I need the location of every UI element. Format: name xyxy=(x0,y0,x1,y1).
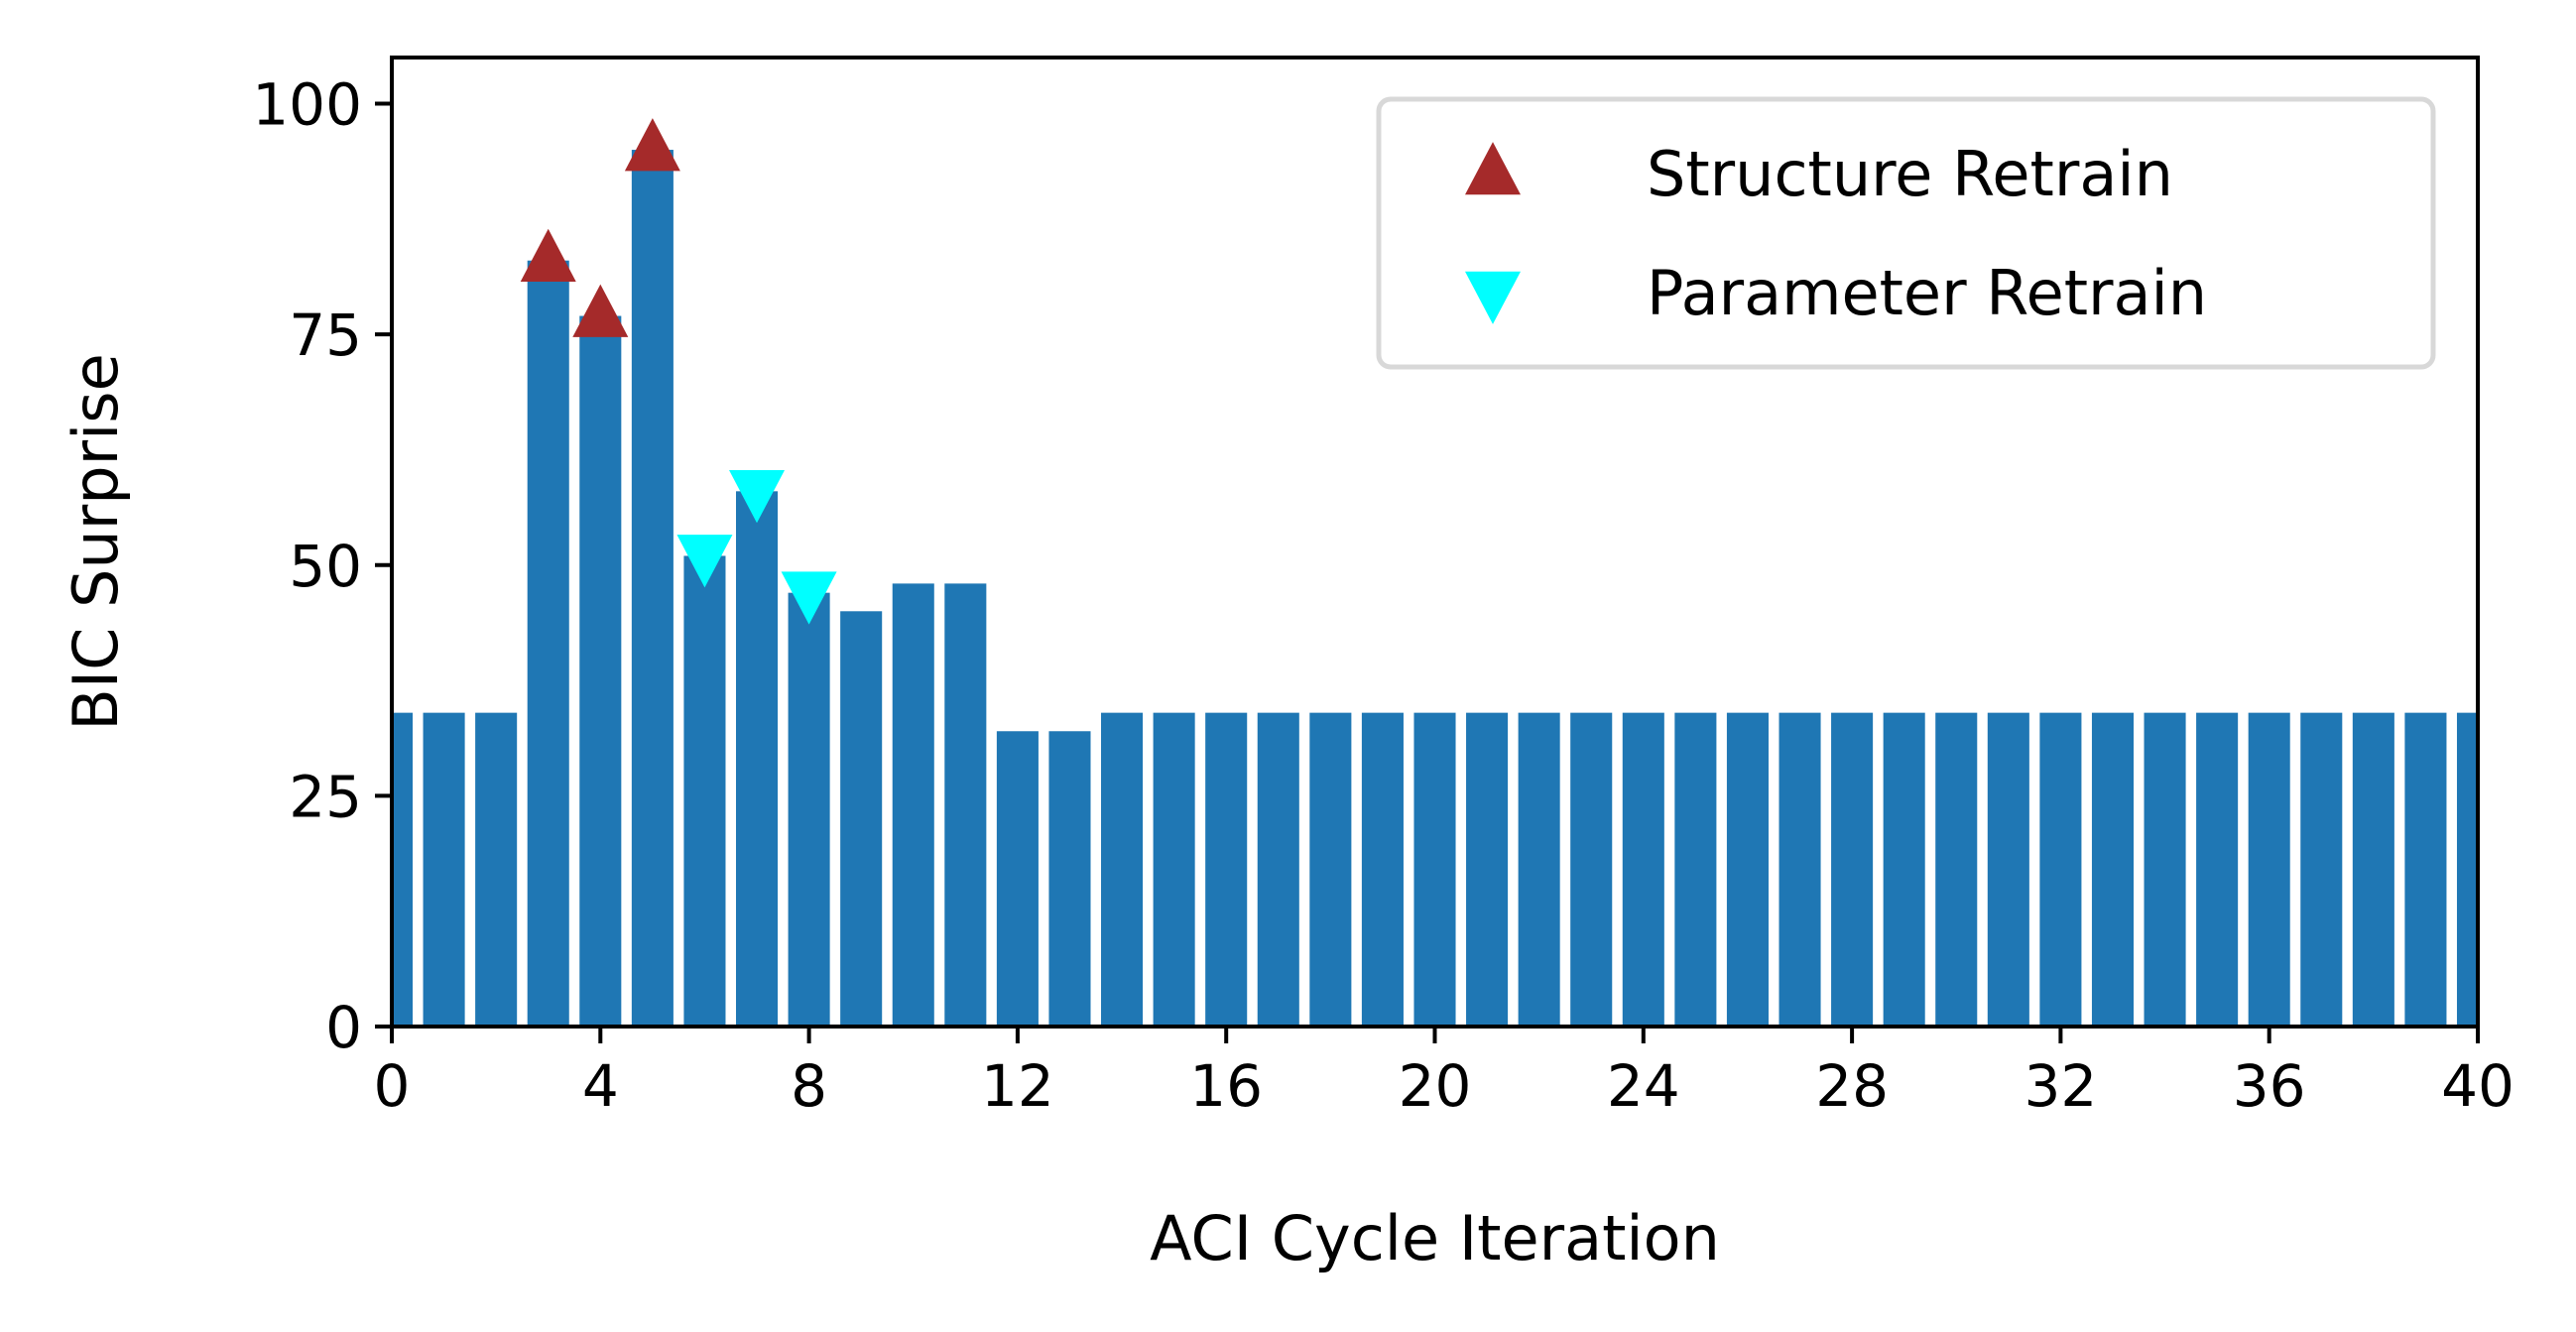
x-axis-title: ACI Cycle Iteration xyxy=(1150,1202,1720,1274)
markers xyxy=(520,118,837,625)
bar-29 xyxy=(1883,712,1925,1027)
bar-9 xyxy=(840,611,883,1027)
bar-12 xyxy=(996,731,1039,1027)
x-tick-label-16: 16 xyxy=(1189,1052,1263,1120)
bar-23 xyxy=(1570,712,1613,1027)
bar-30 xyxy=(1935,712,1978,1027)
legend-marker-parameter xyxy=(1465,271,1521,324)
bar-24 xyxy=(1622,712,1664,1027)
bar-10 xyxy=(892,583,934,1027)
bar-19 xyxy=(1361,712,1404,1027)
x-tick-label-4: 4 xyxy=(582,1052,619,1120)
bar-22 xyxy=(1518,712,1560,1027)
bars xyxy=(392,150,2478,1027)
x-tick-label-36: 36 xyxy=(2233,1052,2306,1120)
bar-40 xyxy=(2456,712,2478,1027)
bar-36 xyxy=(2248,712,2290,1027)
x-tick-label-28: 28 xyxy=(1815,1052,1889,1120)
bar-18 xyxy=(1309,712,1352,1027)
bar-13 xyxy=(1048,731,1091,1027)
bar-32 xyxy=(2039,712,2082,1027)
bar-37 xyxy=(2300,712,2343,1027)
y-tick-label-100: 100 xyxy=(252,71,362,139)
bar-1 xyxy=(423,712,465,1027)
bar-33 xyxy=(2091,712,2135,1027)
x-tick-label-20: 20 xyxy=(1399,1052,1472,1120)
legend-marker-structure xyxy=(1465,142,1521,195)
bar-27 xyxy=(1779,712,1821,1027)
y-tick-label-75: 75 xyxy=(289,302,362,369)
bar-6 xyxy=(683,555,726,1027)
bar-20 xyxy=(1413,712,1456,1027)
parameter-retrain-marker-7 xyxy=(729,470,786,524)
legend-label-structure: Structure Retrain xyxy=(1647,138,2173,210)
parameter-retrain-marker-6 xyxy=(676,535,733,588)
structure-retrain-marker-5 xyxy=(624,118,680,172)
x-axis-ticks: 0 4 8 12 16 20 24 28 32 36 40 xyxy=(374,1027,2515,1120)
bar-3 xyxy=(527,260,569,1027)
y-tick-label-25: 25 xyxy=(289,763,362,830)
bar-14 xyxy=(1101,712,1144,1027)
x-tick-label-24: 24 xyxy=(1607,1052,1680,1120)
bar-2 xyxy=(475,712,518,1027)
bar-15 xyxy=(1153,712,1195,1027)
x-tick-label-12: 12 xyxy=(981,1052,1054,1120)
y-tick-label-50: 50 xyxy=(289,533,362,600)
x-tick-label-40: 40 xyxy=(2441,1052,2515,1120)
bar-39 xyxy=(2404,712,2447,1027)
bar-17 xyxy=(1257,712,1299,1027)
bar-7 xyxy=(735,491,779,1027)
bar-8 xyxy=(788,592,830,1027)
bar-16 xyxy=(1205,712,1248,1027)
bar-25 xyxy=(1674,712,1717,1027)
y-axis-title: BIC Surprise xyxy=(60,353,132,730)
x-tick-label-8: 8 xyxy=(791,1052,827,1120)
bar-5 xyxy=(631,150,674,1027)
legend: Structure Retrain Parameter Retrain xyxy=(1376,96,2436,370)
bar-35 xyxy=(2196,712,2239,1027)
bar-31 xyxy=(1987,712,2029,1027)
bar-26 xyxy=(1726,712,1769,1027)
x-tick-label-0: 0 xyxy=(374,1052,411,1120)
bar-38 xyxy=(2352,712,2394,1027)
x-tick-label-32: 32 xyxy=(2024,1052,2097,1120)
structure-retrain-marker-3 xyxy=(520,228,576,282)
structure-retrain-marker-4 xyxy=(572,284,629,337)
bar-0 xyxy=(392,712,414,1027)
y-axis-ticks: 0 25 50 75 100 xyxy=(252,71,392,1061)
parameter-retrain-marker-8 xyxy=(781,571,837,625)
legend-label-parameter: Parameter Retrain xyxy=(1647,257,2207,329)
bar-34 xyxy=(2144,712,2186,1027)
bar-11 xyxy=(944,583,987,1027)
bar-28 xyxy=(1831,712,1874,1027)
legend-box xyxy=(1376,96,2436,370)
y-tick-label-0: 0 xyxy=(325,994,362,1061)
bar-4 xyxy=(579,315,622,1027)
bar-21 xyxy=(1466,712,1509,1027)
